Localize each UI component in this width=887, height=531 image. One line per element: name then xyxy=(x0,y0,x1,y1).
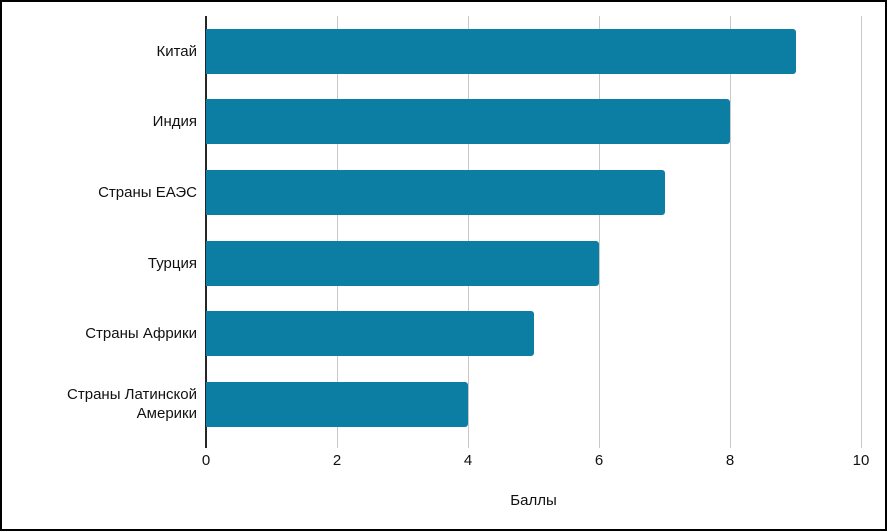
category-label: Страны ЕАЭС xyxy=(98,183,197,201)
gridline xyxy=(730,16,731,440)
x-tick-label: 2 xyxy=(332,452,342,469)
x-tick-label: 6 xyxy=(594,452,604,469)
tick-mark xyxy=(861,440,862,448)
tick-mark xyxy=(337,440,338,448)
tick-mark xyxy=(730,440,731,448)
y-axis-line xyxy=(205,16,207,448)
bar-row: Индия xyxy=(153,87,861,158)
bar-row: Страны Африки xyxy=(85,298,861,369)
category-label: Страны Африки xyxy=(85,325,197,343)
bar xyxy=(206,240,599,286)
bar xyxy=(206,99,730,145)
x-tick-label: 4 xyxy=(463,452,473,469)
bar-row: Китай xyxy=(156,16,861,87)
tick-mark xyxy=(599,440,600,448)
bar xyxy=(206,28,796,74)
tick-mark xyxy=(468,440,469,448)
category-label: Турция xyxy=(147,254,197,272)
category-label: Индия xyxy=(152,113,197,131)
gridline xyxy=(861,16,862,440)
bar xyxy=(206,169,665,215)
bar-row: Страны Латинской Америки xyxy=(67,369,861,440)
x-axis-title: Баллы xyxy=(510,492,557,509)
x-tick-label: 8 xyxy=(725,452,735,469)
bar-row: Турция xyxy=(148,228,861,299)
bar xyxy=(206,311,534,357)
category-label: Китай xyxy=(156,42,197,60)
gridline xyxy=(468,16,469,440)
gridline xyxy=(599,16,600,440)
x-tick-label: 0 xyxy=(201,452,211,469)
bar xyxy=(206,381,468,427)
x-tick-label: 10 xyxy=(852,452,870,469)
plot-area: Китай Индия Страны ЕАЭС Турция Страны Африки… xyxy=(67,16,869,509)
gridline xyxy=(337,16,338,440)
bar-row: Страны ЕАЭС xyxy=(98,157,861,228)
category-label: Страны Латинской Америки xyxy=(67,386,197,423)
